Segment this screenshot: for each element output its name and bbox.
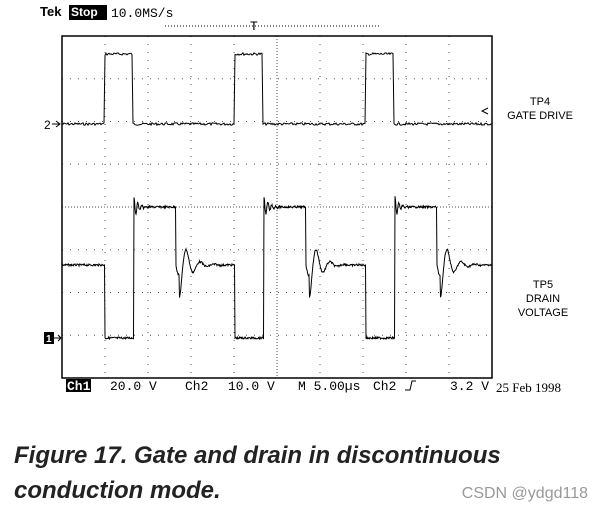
caption-line1: Figure 17. Gate and drain in discontinuo… bbox=[14, 442, 501, 469]
state-box bbox=[69, 5, 107, 20]
drain-label: DRAIN bbox=[526, 293, 560, 305]
ch1-box bbox=[44, 332, 54, 344]
status-time: M 5.00µs bbox=[298, 379, 360, 394]
rate: 10.0MS/s bbox=[111, 6, 173, 21]
graticule bbox=[62, 36, 492, 378]
ch2-arrow bbox=[52, 120, 61, 128]
status-ch1: Ch1 bbox=[67, 379, 91, 394]
status-ch2-scale: 10.0 V bbox=[228, 379, 275, 394]
state: Stop bbox=[71, 5, 98, 19]
status-trig-src: Ch2 bbox=[373, 379, 396, 394]
ch1-marker: 1 bbox=[46, 334, 52, 345]
watermark: CSDN @ydgd118 bbox=[462, 485, 588, 502]
slope-icon bbox=[405, 380, 416, 391]
ch1-arrow bbox=[54, 334, 62, 342]
ch2-marker: 2 bbox=[44, 118, 51, 132]
ch1-status-box bbox=[66, 379, 91, 392]
status-ch1-scale: 20.0 V bbox=[110, 379, 157, 394]
gate-waveform bbox=[61, 51, 493, 127]
brand: Tek bbox=[40, 4, 62, 19]
status-ch2: Ch2 bbox=[185, 379, 208, 394]
status-date: 25 Feb 1998 bbox=[496, 380, 561, 395]
tp4-label: TP4 bbox=[530, 96, 550, 108]
tp5-label: TP5 bbox=[533, 279, 553, 291]
voltage-label: VOLTAGE bbox=[518, 307, 568, 319]
caption-line2: conduction mode. bbox=[14, 477, 221, 504]
ref-arrow bbox=[480, 107, 489, 115]
gate-label: GATE DRIVE bbox=[507, 110, 573, 122]
screen-frame bbox=[61, 35, 493, 379]
trigger: T bbox=[250, 19, 258, 34]
drain-waveform bbox=[61, 196, 493, 341]
status-trig-level: 3.2 V bbox=[450, 379, 489, 394]
